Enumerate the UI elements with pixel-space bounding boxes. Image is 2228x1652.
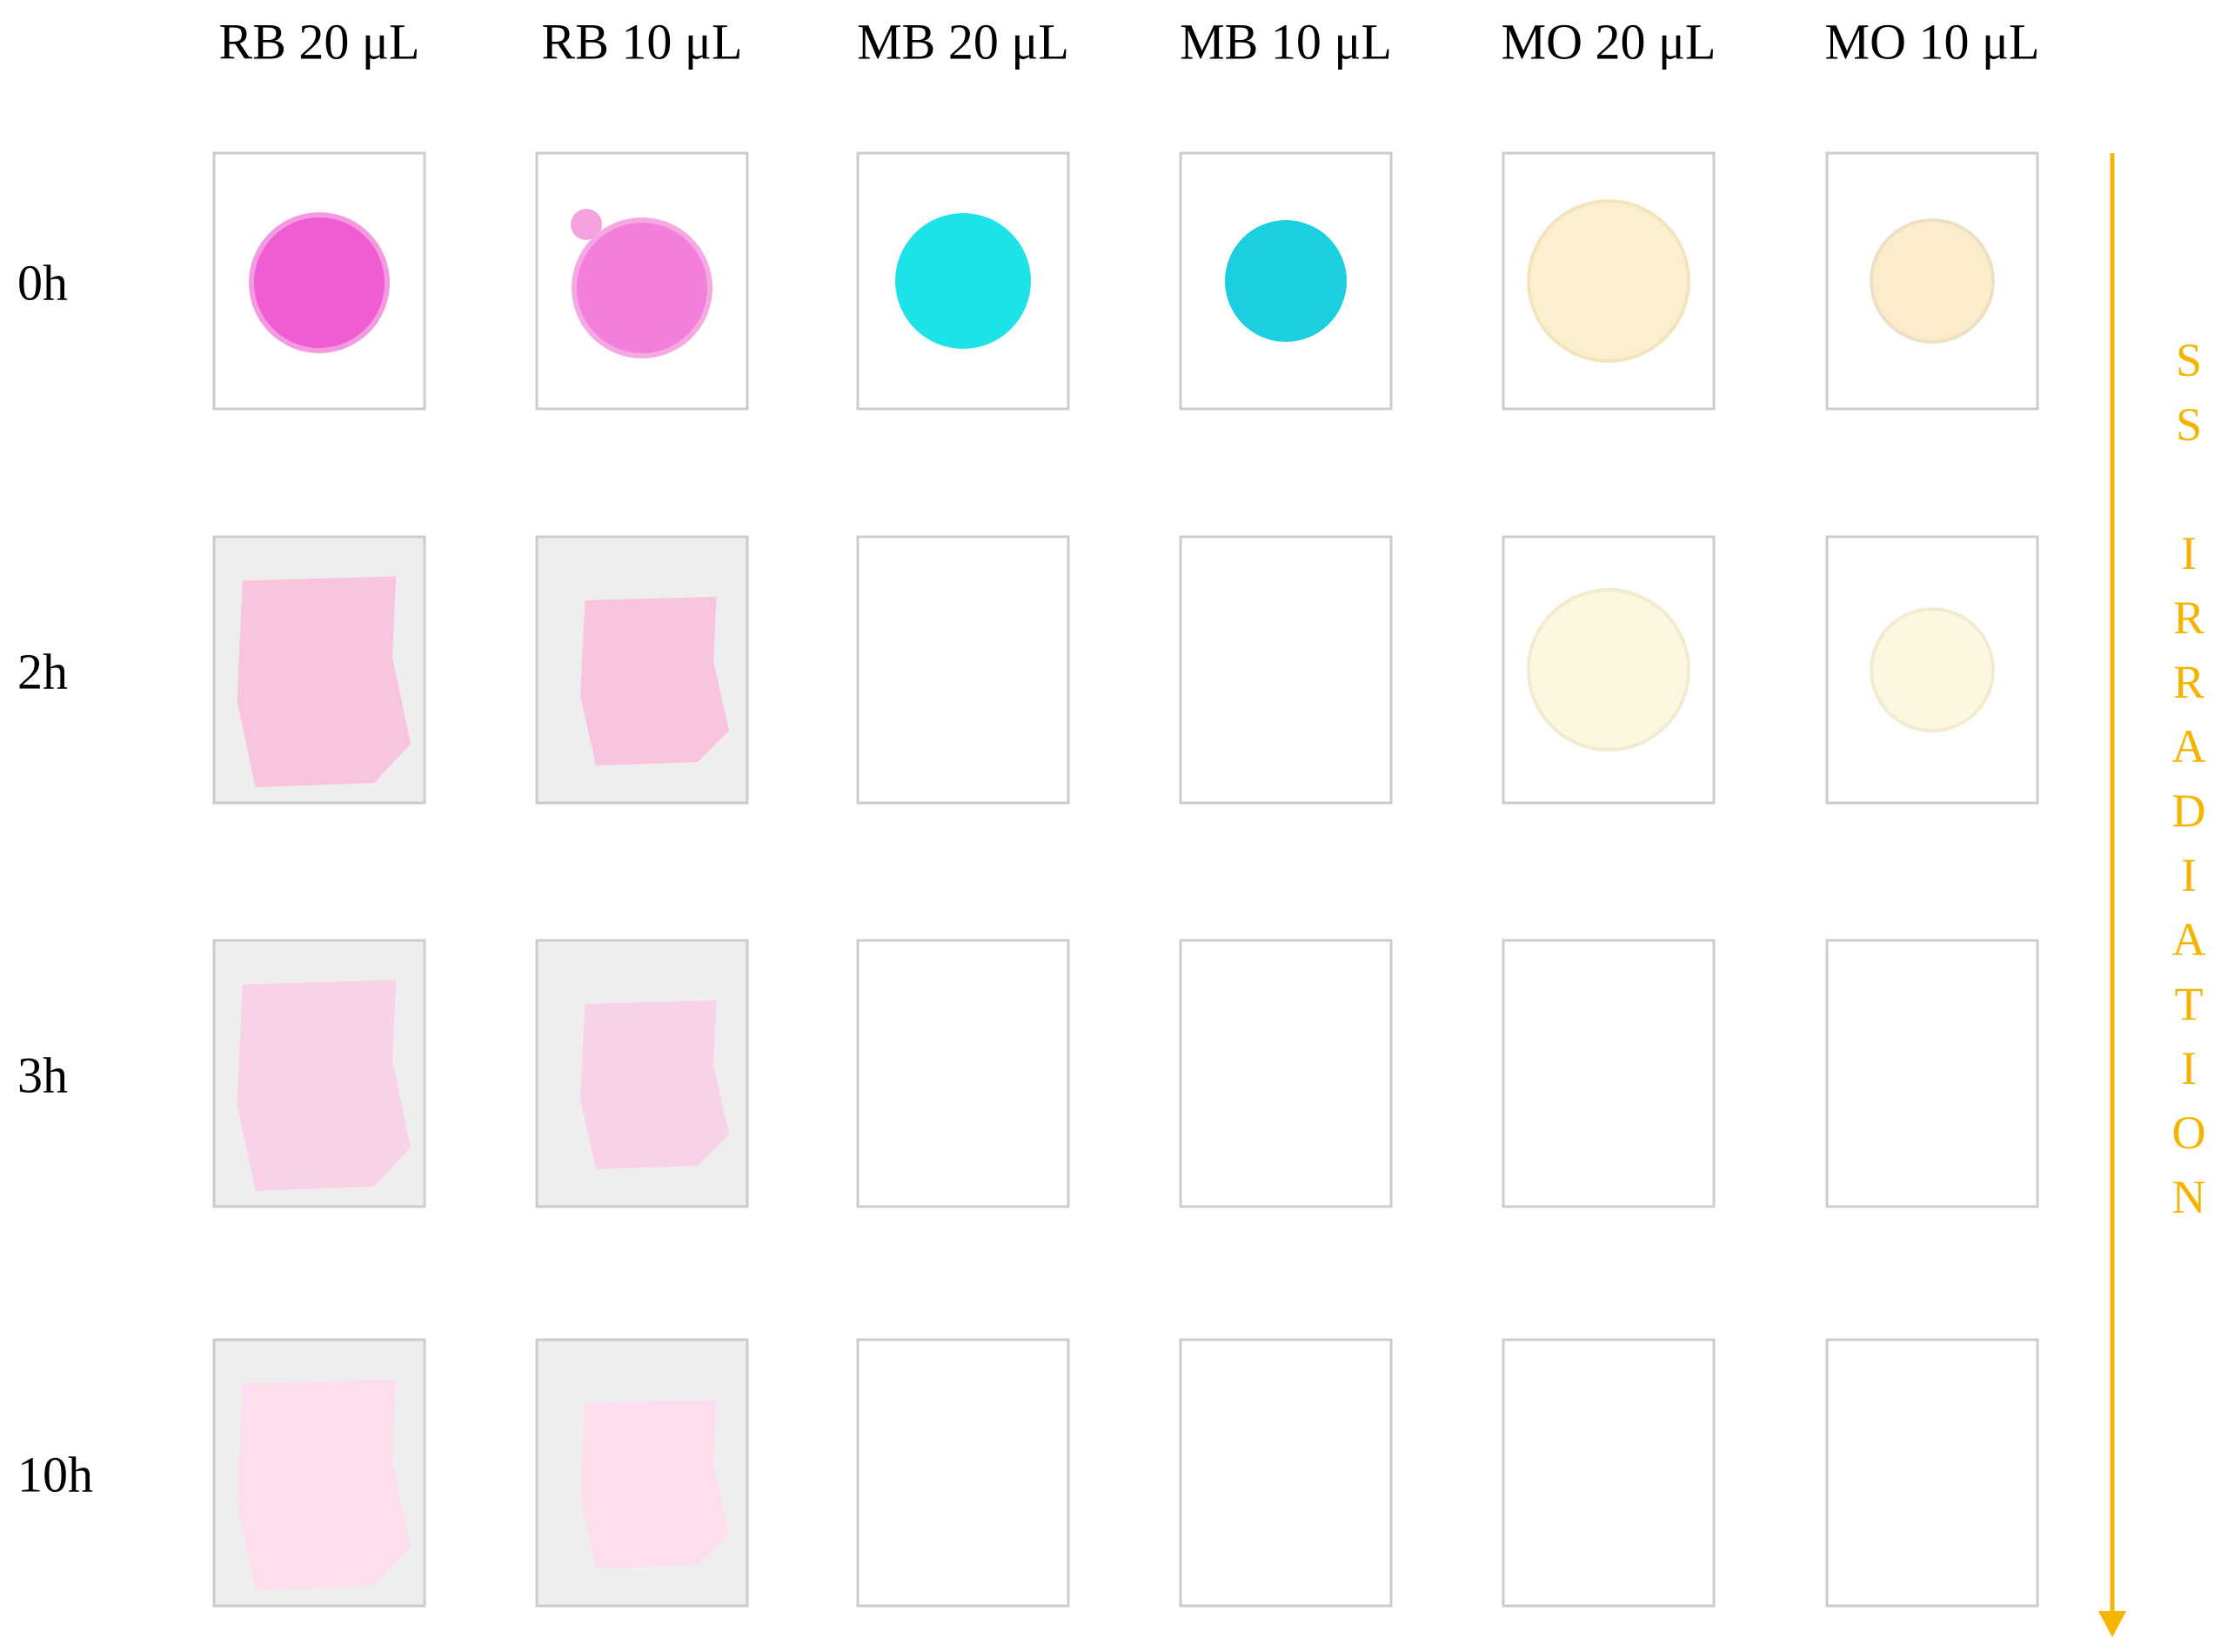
sample-card bbox=[1179, 1338, 1393, 1608]
row-label: 0h bbox=[17, 254, 68, 311]
dye-spot bbox=[895, 213, 1031, 349]
sample-card bbox=[856, 535, 1070, 805]
sample-card bbox=[1825, 1338, 2039, 1608]
dye-stain bbox=[580, 1000, 729, 1169]
column-header: MB 10 μL bbox=[1180, 13, 1392, 70]
sample-card bbox=[1179, 535, 1393, 805]
row-label: 2h bbox=[17, 643, 68, 699]
column-header: MO 20 μL bbox=[1502, 13, 1716, 70]
dye-stain bbox=[580, 1400, 729, 1568]
dye-spot bbox=[1527, 588, 1690, 752]
row-label: 3h bbox=[17, 1047, 68, 1103]
row-label: 10h bbox=[17, 1446, 93, 1502]
dye-spot bbox=[1225, 220, 1347, 342]
dye-spot bbox=[572, 217, 713, 358]
dye-stain bbox=[237, 1379, 411, 1590]
dye-spot bbox=[249, 212, 390, 353]
sample-card bbox=[856, 1338, 1070, 1608]
column-header: RB 20 μL bbox=[219, 13, 420, 70]
sample-card bbox=[1179, 939, 1393, 1208]
sample-card bbox=[856, 939, 1070, 1208]
dye-spot bbox=[1527, 199, 1690, 363]
column-header: MB 20 μL bbox=[857, 13, 1069, 70]
column-header: MO 10 μL bbox=[1825, 13, 2040, 70]
dye-spot bbox=[571, 209, 602, 240]
dye-stain bbox=[237, 576, 411, 787]
dye-spot bbox=[1870, 218, 1995, 344]
column-header: RB 10 μL bbox=[542, 13, 743, 70]
arrow-head bbox=[2098, 1611, 2126, 1637]
dye-spot bbox=[1870, 607, 1995, 732]
sample-card bbox=[1825, 939, 2039, 1208]
dye-stain bbox=[237, 980, 411, 1191]
side-label: SS IRRADIATION bbox=[2163, 334, 2215, 1235]
sample-card bbox=[1502, 1338, 1716, 1608]
dye-stain bbox=[580, 597, 729, 766]
sample-card bbox=[1502, 939, 1716, 1208]
